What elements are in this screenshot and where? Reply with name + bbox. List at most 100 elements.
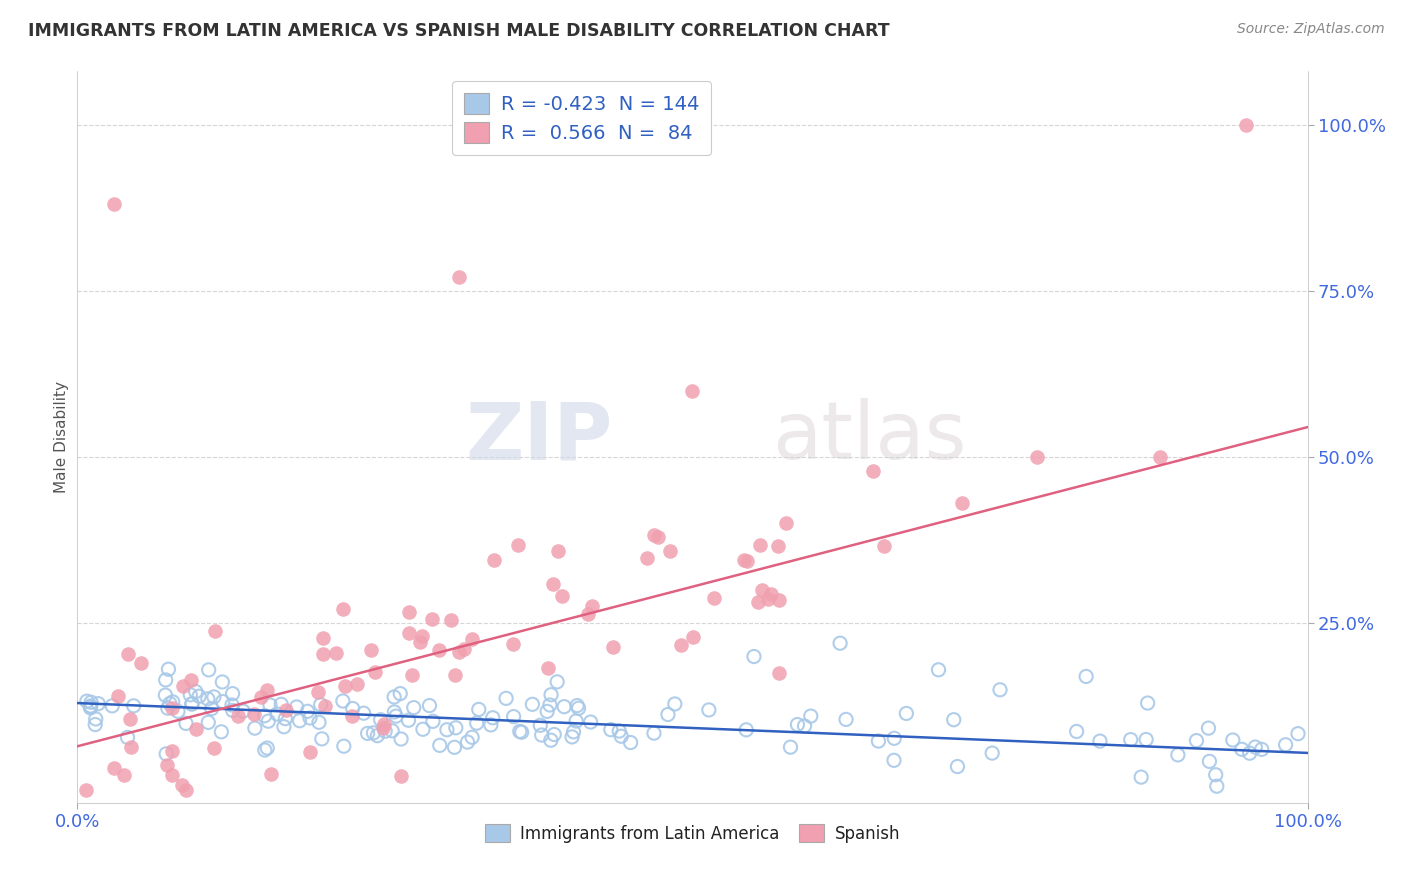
Point bbox=[510, 725, 533, 739]
Point bbox=[260, 766, 283, 780]
Point bbox=[581, 599, 603, 613]
Point bbox=[333, 739, 356, 754]
Point bbox=[257, 714, 280, 729]
Point bbox=[285, 700, 308, 714]
Point bbox=[1135, 732, 1157, 747]
Point bbox=[1149, 450, 1171, 464]
Point bbox=[118, 712, 141, 726]
Point bbox=[201, 701, 224, 715]
Point bbox=[1250, 742, 1272, 756]
Point bbox=[131, 657, 153, 671]
Point bbox=[479, 718, 502, 732]
Point bbox=[174, 716, 197, 731]
Point bbox=[266, 706, 288, 721]
Point bbox=[402, 700, 425, 714]
Point bbox=[768, 665, 790, 680]
Point bbox=[883, 731, 905, 746]
Point bbox=[180, 673, 202, 687]
Point bbox=[188, 690, 211, 704]
Point bbox=[232, 704, 254, 718]
Point bbox=[197, 663, 219, 677]
Text: atlas: atlas bbox=[772, 398, 967, 476]
Point bbox=[181, 697, 204, 711]
Point bbox=[540, 688, 562, 702]
Point bbox=[1167, 747, 1189, 762]
Point bbox=[1205, 779, 1227, 793]
Point bbox=[325, 646, 347, 660]
Point bbox=[657, 707, 679, 722]
Point bbox=[502, 637, 524, 651]
Point bbox=[371, 721, 394, 735]
Point bbox=[610, 729, 633, 743]
Point bbox=[120, 739, 142, 754]
Point bbox=[444, 721, 467, 735]
Point bbox=[342, 709, 364, 723]
Point bbox=[274, 712, 297, 726]
Point bbox=[551, 589, 574, 603]
Point bbox=[682, 384, 704, 398]
Point bbox=[565, 714, 588, 728]
Point bbox=[1076, 669, 1098, 683]
Y-axis label: Male Disability: Male Disability bbox=[53, 381, 69, 493]
Point bbox=[256, 741, 278, 756]
Point bbox=[751, 582, 773, 597]
Point bbox=[332, 602, 354, 616]
Point bbox=[226, 709, 249, 723]
Point bbox=[543, 727, 565, 741]
Point bbox=[1274, 738, 1296, 752]
Point bbox=[253, 743, 276, 757]
Point bbox=[643, 726, 665, 740]
Point bbox=[468, 702, 491, 716]
Point bbox=[332, 694, 354, 708]
Point bbox=[444, 668, 467, 682]
Point bbox=[112, 768, 135, 782]
Point bbox=[988, 682, 1011, 697]
Text: ZIP: ZIP bbox=[465, 398, 613, 476]
Point bbox=[529, 718, 551, 732]
Point bbox=[366, 729, 388, 743]
Point bbox=[1088, 734, 1111, 748]
Point bbox=[659, 543, 682, 558]
Point bbox=[1198, 755, 1220, 769]
Point bbox=[579, 714, 602, 729]
Point bbox=[756, 591, 779, 606]
Point bbox=[162, 695, 184, 709]
Point bbox=[155, 747, 177, 761]
Point bbox=[775, 516, 797, 530]
Point bbox=[117, 647, 139, 661]
Point bbox=[197, 715, 219, 730]
Point bbox=[204, 624, 226, 638]
Point bbox=[84, 717, 107, 731]
Point bbox=[664, 697, 686, 711]
Point bbox=[1119, 732, 1142, 747]
Point bbox=[747, 595, 769, 609]
Point bbox=[408, 635, 430, 649]
Point bbox=[735, 723, 758, 737]
Point bbox=[1230, 742, 1253, 756]
Point bbox=[79, 699, 101, 714]
Point bbox=[547, 543, 569, 558]
Point bbox=[356, 726, 378, 740]
Point bbox=[243, 706, 266, 721]
Point bbox=[565, 698, 588, 713]
Point bbox=[184, 684, 207, 698]
Point bbox=[568, 701, 591, 715]
Point bbox=[942, 713, 965, 727]
Point bbox=[101, 698, 124, 713]
Point bbox=[436, 723, 458, 737]
Point bbox=[443, 740, 465, 755]
Point bbox=[103, 761, 125, 775]
Point bbox=[273, 720, 295, 734]
Point bbox=[536, 705, 558, 719]
Point bbox=[1222, 733, 1244, 747]
Point bbox=[389, 687, 412, 701]
Text: IMMIGRANTS FROM LATIN AMERICA VS SPANISH MALE DISABILITY CORRELATION CHART: IMMIGRANTS FROM LATIN AMERICA VS SPANISH… bbox=[28, 22, 890, 40]
Point bbox=[830, 636, 852, 650]
Point bbox=[697, 703, 720, 717]
Point bbox=[76, 694, 98, 708]
Point bbox=[170, 778, 193, 792]
Point bbox=[160, 768, 183, 782]
Point bbox=[389, 731, 412, 746]
Point bbox=[779, 740, 801, 755]
Point bbox=[122, 698, 145, 713]
